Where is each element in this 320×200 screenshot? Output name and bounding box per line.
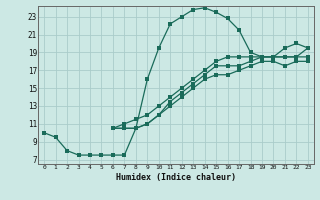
X-axis label: Humidex (Indice chaleur): Humidex (Indice chaleur) bbox=[116, 173, 236, 182]
